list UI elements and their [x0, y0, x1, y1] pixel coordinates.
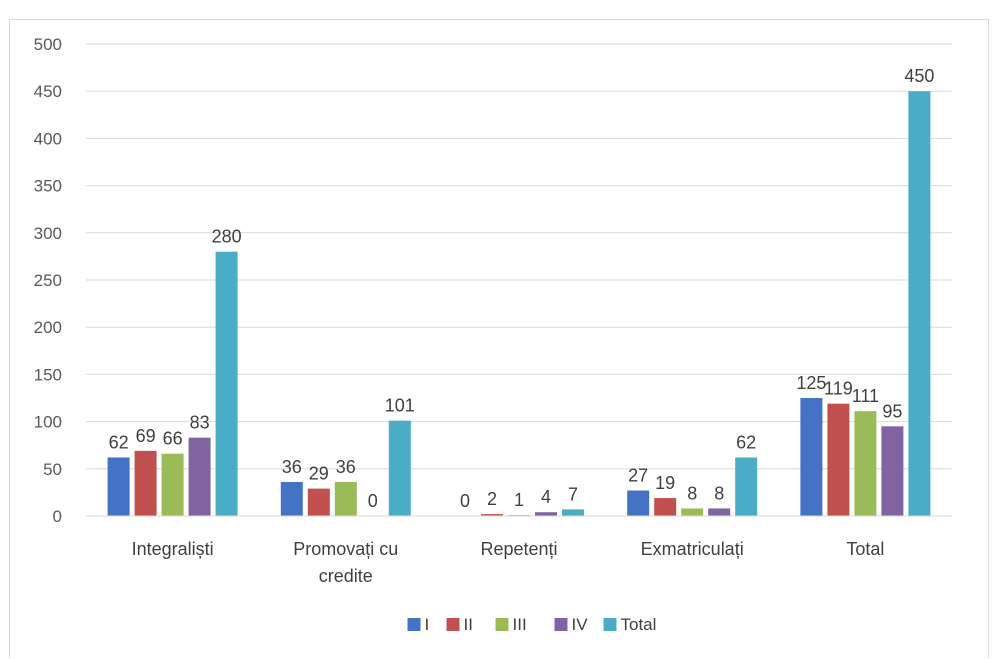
x-tick-label: Exmatriculați — [641, 539, 744, 559]
bar — [388, 420, 411, 516]
bar — [908, 91, 931, 516]
legend-label: IV — [572, 615, 589, 634]
bar — [627, 490, 650, 516]
x-tick-label: credite — [319, 566, 373, 586]
bar — [334, 482, 357, 516]
bar — [481, 514, 503, 516]
data-label: 4 — [541, 487, 551, 507]
x-tick-label: Integraliști — [132, 539, 214, 559]
data-label: 66 — [163, 429, 183, 449]
x-tick-label: Promovați cu — [293, 539, 398, 559]
y-tick-label: 300 — [34, 224, 62, 243]
data-label: 62 — [736, 432, 756, 452]
y-tick-label: 50 — [43, 460, 62, 479]
legend-label: III — [513, 615, 527, 634]
bar — [708, 508, 731, 516]
bar — [161, 453, 184, 516]
data-label: 95 — [882, 401, 902, 421]
legend-swatch — [603, 618, 617, 631]
y-tick-label: 100 — [34, 413, 62, 432]
y-tick-label: 400 — [34, 129, 62, 148]
data-label: 119 — [824, 379, 853, 399]
data-label: 8 — [687, 483, 697, 503]
x-axis: Integraliști Promovați cu credite Repetenți… — [86, 515, 952, 586]
bar — [881, 426, 904, 516]
bar — [827, 403, 850, 516]
data-label: 19 — [655, 473, 675, 493]
bar — [735, 457, 758, 516]
y-tick-label: 500 — [34, 35, 62, 54]
legend: I II III IV Total — [407, 615, 657, 634]
x-tick-label: Total — [846, 539, 884, 559]
data-label: 2 — [487, 489, 497, 509]
bar — [280, 482, 303, 516]
legend-swatch — [554, 618, 568, 631]
data-label: 29 — [309, 464, 329, 484]
bar — [307, 488, 330, 516]
legend-swatch — [495, 618, 509, 631]
x-tick-label: Repetenți — [480, 539, 557, 559]
data-label: 36 — [282, 457, 302, 477]
bar — [800, 398, 823, 516]
bars — [107, 91, 931, 516]
data-label: 125 — [796, 373, 826, 393]
data-label: 8 — [714, 483, 724, 503]
data-label: 36 — [336, 457, 356, 477]
bar — [854, 411, 877, 516]
y-tick-label: 250 — [34, 271, 62, 290]
y-tick-label: 150 — [34, 365, 62, 384]
bar — [107, 457, 130, 516]
data-label: 7 — [568, 484, 578, 504]
bar — [188, 437, 211, 516]
data-label: 62 — [109, 432, 129, 452]
y-tick-label: 350 — [34, 177, 62, 196]
legend-label: Total — [621, 615, 657, 634]
data-label: 450 — [904, 66, 934, 86]
data-label: 83 — [190, 413, 210, 433]
legend-label: I — [425, 615, 430, 634]
bar — [562, 509, 584, 516]
data-label: 1 — [514, 490, 524, 510]
data-label: 0 — [368, 491, 378, 511]
y-tick-label: 200 — [34, 318, 62, 337]
data-label: 27 — [628, 466, 648, 486]
bar — [681, 508, 704, 516]
y-tick-label: 0 — [53, 507, 62, 526]
data-label: 280 — [212, 227, 242, 247]
data-label: 69 — [136, 426, 156, 446]
data-label: 0 — [460, 491, 470, 511]
data-label: 101 — [385, 396, 415, 416]
bar — [215, 251, 238, 516]
bar — [654, 498, 677, 516]
data-label: 111 — [852, 386, 879, 406]
legend-swatch — [446, 618, 460, 631]
legend-label: II — [464, 615, 473, 634]
y-tick-label: 450 — [34, 82, 62, 101]
bar — [134, 450, 157, 516]
bar — [535, 512, 557, 516]
y-axis: 0 50 100 150 200 250 300 350 400 450 500 — [34, 35, 62, 526]
legend-swatch — [407, 618, 421, 631]
